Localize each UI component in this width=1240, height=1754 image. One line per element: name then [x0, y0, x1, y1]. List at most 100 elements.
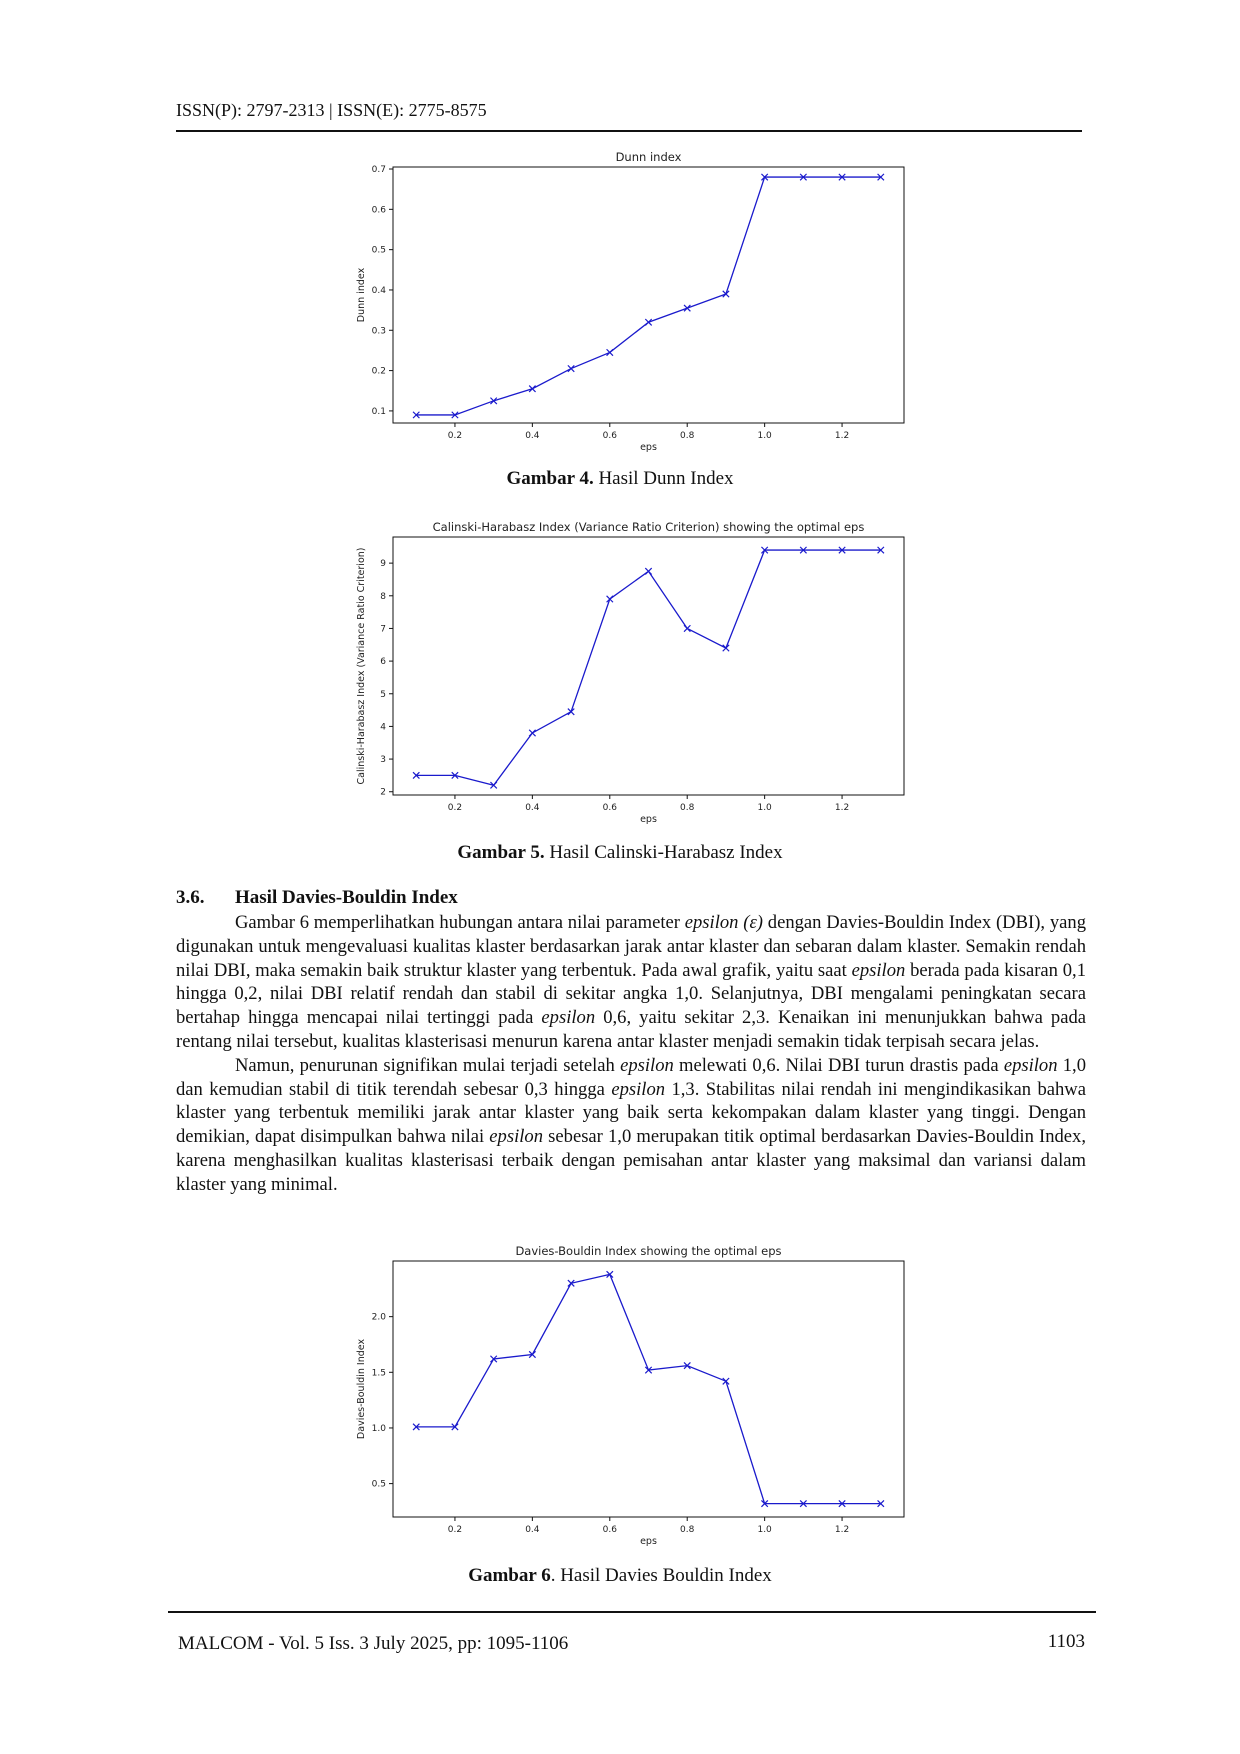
- data-point-marker: [877, 173, 885, 181]
- figure-4-caption: Gambar 4. Hasil Dunn Index: [0, 468, 1240, 490]
- data-point: [567, 364, 575, 373]
- footer-divider: [168, 1611, 1096, 1613]
- x-tick-label: 0.4: [525, 1525, 540, 1535]
- x-tick-label: 0.2: [448, 431, 462, 441]
- data-point: [683, 1362, 691, 1370]
- p2-text-1: Namun, penurunan signifikan mulai terjad…: [235, 1054, 621, 1076]
- figure-4-caption-text: Hasil Dunn Index: [593, 468, 734, 489]
- data-point-marker: [412, 411, 420, 419]
- data-point-marker: [528, 1350, 536, 1359]
- y-tick-label: 0.6: [372, 205, 387, 215]
- x-tick-label: 0.2: [448, 1525, 462, 1535]
- plot-frame: [392, 1260, 905, 1518]
- p2-emphasis-2: epsilon: [1003, 1054, 1058, 1076]
- figure-6-caption-text: . Hasil Davies Bouldin Index: [550, 1565, 772, 1586]
- data-point: [761, 546, 769, 554]
- data-point: [412, 771, 420, 780]
- figure-6-caption: Gambar 6. Hasil Davies Bouldin Index: [0, 1565, 1240, 1587]
- data-point-marker: [644, 318, 653, 326]
- journal-issn-header: ISSN(P): 2797-2313 | ISSN(E): 2775-8575: [176, 100, 487, 120]
- data-point-marker: [838, 1500, 846, 1508]
- y-tick-label: 4: [380, 722, 386, 732]
- data-point: [567, 1279, 575, 1287]
- y-tick-label: 0.4: [372, 286, 387, 296]
- p2-emphasis-1: epsilon: [620, 1054, 674, 1076]
- data-point-marker: [683, 304, 691, 312]
- x-tick-label: 0.8: [680, 1525, 695, 1535]
- data-point: [683, 624, 691, 633]
- figure-6-label: Gambar 6: [468, 1565, 551, 1586]
- data-point: [722, 290, 730, 298]
- x-tick-label: 0.4: [525, 803, 540, 813]
- data-point-marker: [451, 1423, 459, 1431]
- data-point: [799, 173, 807, 181]
- data-point-marker: [606, 595, 614, 603]
- data-point-marker: [490, 781, 498, 789]
- data-point-marker: [412, 771, 420, 780]
- data-point-marker: [761, 1500, 769, 1508]
- x-tick-label: 1.0: [757, 803, 772, 813]
- x-tick-label: 0.8: [680, 803, 695, 813]
- data-point-marker: [567, 1279, 575, 1287]
- x-tick-label: 1.2: [835, 803, 849, 813]
- data-point: [528, 385, 536, 393]
- y-tick-label: 0.1: [372, 407, 386, 417]
- p1-emphasis-1: epsilon (ε): [684, 912, 763, 933]
- data-point-marker: [761, 173, 769, 181]
- data-point-marker: [644, 567, 653, 575]
- x-tick-label: 0.6: [603, 1525, 618, 1535]
- x-tick-label: 0.8: [680, 431, 695, 441]
- data-point: [606, 348, 614, 357]
- y-tick-label: 0.5: [372, 1480, 386, 1490]
- chart-title: Calinski-Harabasz Index (Variance Ratio …: [433, 520, 865, 534]
- data-point-marker: [644, 1366, 653, 1374]
- section-heading: 3.6. Hasil Davies-Bouldin Index: [176, 887, 458, 909]
- p2-text-4: 1,3. Stabilitas nilai rendah ini mengind…: [176, 1078, 1086, 1148]
- section-title: Hasil Davies-Bouldin Index: [235, 887, 458, 908]
- y-tick-label: 9: [380, 559, 386, 569]
- data-point: [722, 644, 730, 652]
- footer-journal-info: MALCOM - Vol. 5 Iss. 3 July 2025, pp: 10…: [178, 1633, 569, 1654]
- figure-dunn-index: Dunn index 0.2 0.4 0.6 0.8 1.0 1.2 0.1 0.2 0.3 0.4…: [340, 148, 910, 456]
- x-tick-label: 0.4: [525, 431, 540, 441]
- data-point: [451, 1423, 459, 1431]
- data-point-marker: [799, 173, 807, 181]
- x-tick-label: 0.2: [448, 803, 462, 813]
- p2-text-3: 1,0 dan kemudian stabil di titik terenda…: [176, 1054, 1087, 1100]
- paragraph-2: Namun, penurunan signifikan mulai terjad…: [176, 1054, 1086, 1197]
- data-point-marker: [528, 729, 536, 737]
- p1-text-2: dengan Davies-Bouldin Index (DBI), yang …: [176, 912, 1086, 981]
- y-tick-label: 5: [380, 690, 386, 700]
- data-point: [838, 1500, 846, 1508]
- x-tick-label: 1.0: [757, 431, 772, 441]
- y-tick-label: 3: [380, 755, 386, 765]
- y-tick-label: 8: [380, 592, 386, 602]
- calinski-harabasz-chart: Calinski-Harabasz Index (Variance Ratio …: [356, 520, 905, 825]
- footer-page-number: 1103: [1047, 1631, 1085, 1652]
- series-line: [416, 1273, 881, 1505]
- x-tick-label: 0.6: [603, 803, 618, 813]
- davies-bouldin-chart: Davies-Bouldin Index showing the optimal…: [356, 1244, 905, 1547]
- y-tick-label: 0.3: [372, 326, 386, 336]
- data-point-marker: [838, 173, 846, 181]
- figure-5-label: Gambar 5.: [457, 842, 545, 863]
- y-tick-label: 2.0: [372, 1313, 387, 1323]
- y-tick-label: 0.2: [372, 367, 386, 377]
- data-point: [490, 1355, 498, 1363]
- data-point: [451, 411, 459, 419]
- p2-text-2: melewati 0,6. Nilai DBI turun drastis pa…: [673, 1054, 1004, 1076]
- x-axis-label: eps: [640, 814, 657, 825]
- chart-title: Davies-Bouldin Index showing the optimal…: [515, 1244, 781, 1258]
- data-point: [722, 1377, 730, 1385]
- section-number: 3.6.: [176, 887, 205, 908]
- data-point: [877, 1500, 885, 1508]
- data-point: [799, 1500, 807, 1508]
- data-point-marker: [606, 348, 614, 357]
- data-point: [761, 1500, 769, 1508]
- figure-4-label: Gambar 4.: [506, 468, 594, 489]
- data-point-marker: [490, 1355, 498, 1363]
- x-axis-label: eps: [640, 1536, 657, 1547]
- p2-emphasis-3: epsilon: [611, 1078, 666, 1100]
- x-tick-label: 0.6: [603, 431, 618, 441]
- figure-5-caption-text: Hasil Calinski-Harabasz Index: [544, 842, 783, 863]
